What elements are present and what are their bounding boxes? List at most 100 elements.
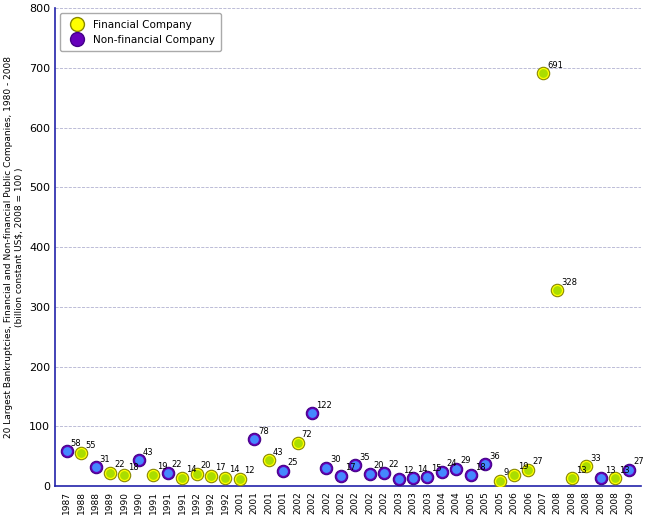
Point <box>437 467 447 476</box>
Text: 22: 22 <box>388 461 399 469</box>
Point <box>90 463 101 471</box>
Text: 14: 14 <box>187 465 197 474</box>
Legend: Financial Company, Non-financial Company: Financial Company, Non-financial Company <box>60 13 221 51</box>
Point <box>495 477 505 485</box>
Point <box>595 474 606 482</box>
Point <box>379 469 389 477</box>
Point <box>350 461 361 469</box>
Text: 691: 691 <box>547 61 563 70</box>
Text: 14: 14 <box>229 465 240 474</box>
Text: 27: 27 <box>634 457 644 466</box>
Text: 43: 43 <box>143 448 153 457</box>
Text: 35: 35 <box>359 453 370 462</box>
Point <box>365 470 375 478</box>
Text: 19: 19 <box>157 462 168 471</box>
Point <box>465 471 476 479</box>
Text: 58: 58 <box>71 439 81 448</box>
Text: 14: 14 <box>417 465 428 474</box>
Text: 27: 27 <box>532 457 543 466</box>
Point <box>437 467 447 476</box>
Point <box>119 471 129 479</box>
Text: 36: 36 <box>489 452 500 461</box>
Point <box>610 474 620 482</box>
Point <box>552 286 562 294</box>
Point <box>220 473 231 482</box>
Point <box>278 467 289 475</box>
Text: 20: 20 <box>201 462 211 470</box>
Text: 122: 122 <box>316 400 332 410</box>
Point <box>76 449 86 457</box>
Text: 22: 22 <box>172 461 183 469</box>
Point <box>76 449 86 457</box>
Point <box>292 439 303 447</box>
Text: 13: 13 <box>576 466 586 474</box>
Point <box>162 469 173 477</box>
Point <box>249 435 259 443</box>
Point <box>263 456 274 465</box>
Point <box>90 463 101 471</box>
Point <box>581 462 592 470</box>
Text: 22: 22 <box>114 461 125 469</box>
Point <box>62 447 72 455</box>
Point <box>365 470 375 478</box>
Text: 9: 9 <box>504 468 509 477</box>
Point <box>610 474 620 482</box>
Point <box>162 469 173 477</box>
Point <box>105 469 115 477</box>
Point <box>220 473 231 482</box>
Point <box>235 474 245 483</box>
Point <box>148 470 159 479</box>
Point <box>379 469 389 477</box>
Point <box>408 473 418 482</box>
Text: 17: 17 <box>215 463 226 472</box>
Point <box>335 472 346 480</box>
Text: 25: 25 <box>287 458 298 467</box>
Point <box>422 473 433 481</box>
Text: 12: 12 <box>403 466 413 475</box>
Point <box>335 472 346 480</box>
Point <box>422 473 433 481</box>
Point <box>321 464 332 472</box>
Point <box>567 474 577 482</box>
Point <box>495 477 505 485</box>
Point <box>206 472 216 480</box>
Text: 13: 13 <box>604 466 616 474</box>
Text: 24: 24 <box>446 459 456 468</box>
Point <box>509 470 519 479</box>
Point <box>350 461 361 469</box>
Point <box>523 466 534 474</box>
Point <box>465 471 476 479</box>
Text: 19: 19 <box>518 462 528 471</box>
Text: 18: 18 <box>475 463 486 472</box>
Point <box>321 464 332 472</box>
Point <box>538 69 548 77</box>
Point <box>480 461 490 469</box>
Text: 20: 20 <box>374 462 384 470</box>
Point <box>408 473 418 482</box>
Point <box>393 474 404 483</box>
Point <box>509 470 519 479</box>
Text: 328: 328 <box>562 278 577 286</box>
Point <box>581 462 592 470</box>
Point <box>552 286 562 294</box>
Point <box>191 470 202 478</box>
Text: 29: 29 <box>460 456 471 465</box>
Point <box>134 456 144 465</box>
Text: 33: 33 <box>590 454 601 463</box>
Text: 12: 12 <box>244 466 255 475</box>
Point <box>263 456 274 465</box>
Point <box>62 447 72 455</box>
Point <box>119 471 129 479</box>
Text: 18: 18 <box>129 463 139 472</box>
Point <box>624 466 634 474</box>
Point <box>567 474 577 482</box>
Point <box>148 470 159 479</box>
Text: 55: 55 <box>85 441 96 450</box>
Point <box>523 466 534 474</box>
Point <box>307 409 317 418</box>
Point <box>235 474 245 483</box>
Text: 13: 13 <box>619 466 630 474</box>
Point <box>307 409 317 418</box>
Point <box>134 456 144 465</box>
Y-axis label: 20 Largest Bankruptcies, Financial and Non-financial Public Companies, 1980 - 20: 20 Largest Bankruptcies, Financial and N… <box>4 56 23 438</box>
